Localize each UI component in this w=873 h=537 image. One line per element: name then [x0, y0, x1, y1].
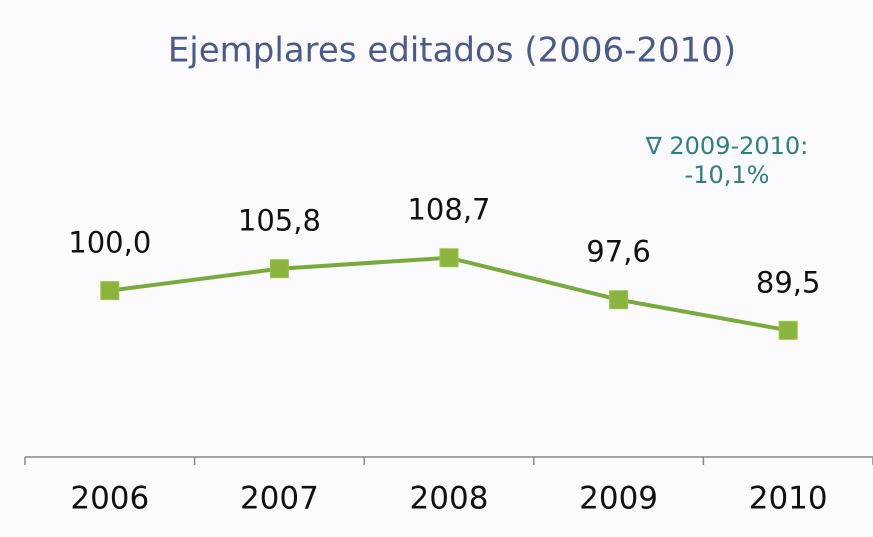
marker [100, 281, 120, 301]
x-tick-label: 2008 [410, 481, 489, 517]
marker [269, 259, 289, 279]
marker [609, 290, 629, 310]
annotation: -10,1% [685, 161, 770, 189]
marker [439, 248, 459, 268]
data-label: 108,7 [407, 193, 490, 227]
data-label: 105,8 [238, 204, 321, 238]
data-label: 97,6 [586, 235, 651, 269]
chart-title: Ejemplares editados (2006-2010) [168, 31, 736, 71]
x-tick-label: 2006 [70, 481, 149, 517]
data-label: 89,5 [756, 265, 821, 299]
data-label: 100,0 [68, 226, 151, 260]
x-tick-label: 2009 [579, 481, 658, 517]
annotation: ∇ 2009-2010: [645, 132, 809, 160]
x-tick-label: 2010 [749, 481, 828, 517]
marker [778, 320, 798, 340]
x-tick-label: 2007 [240, 481, 319, 517]
